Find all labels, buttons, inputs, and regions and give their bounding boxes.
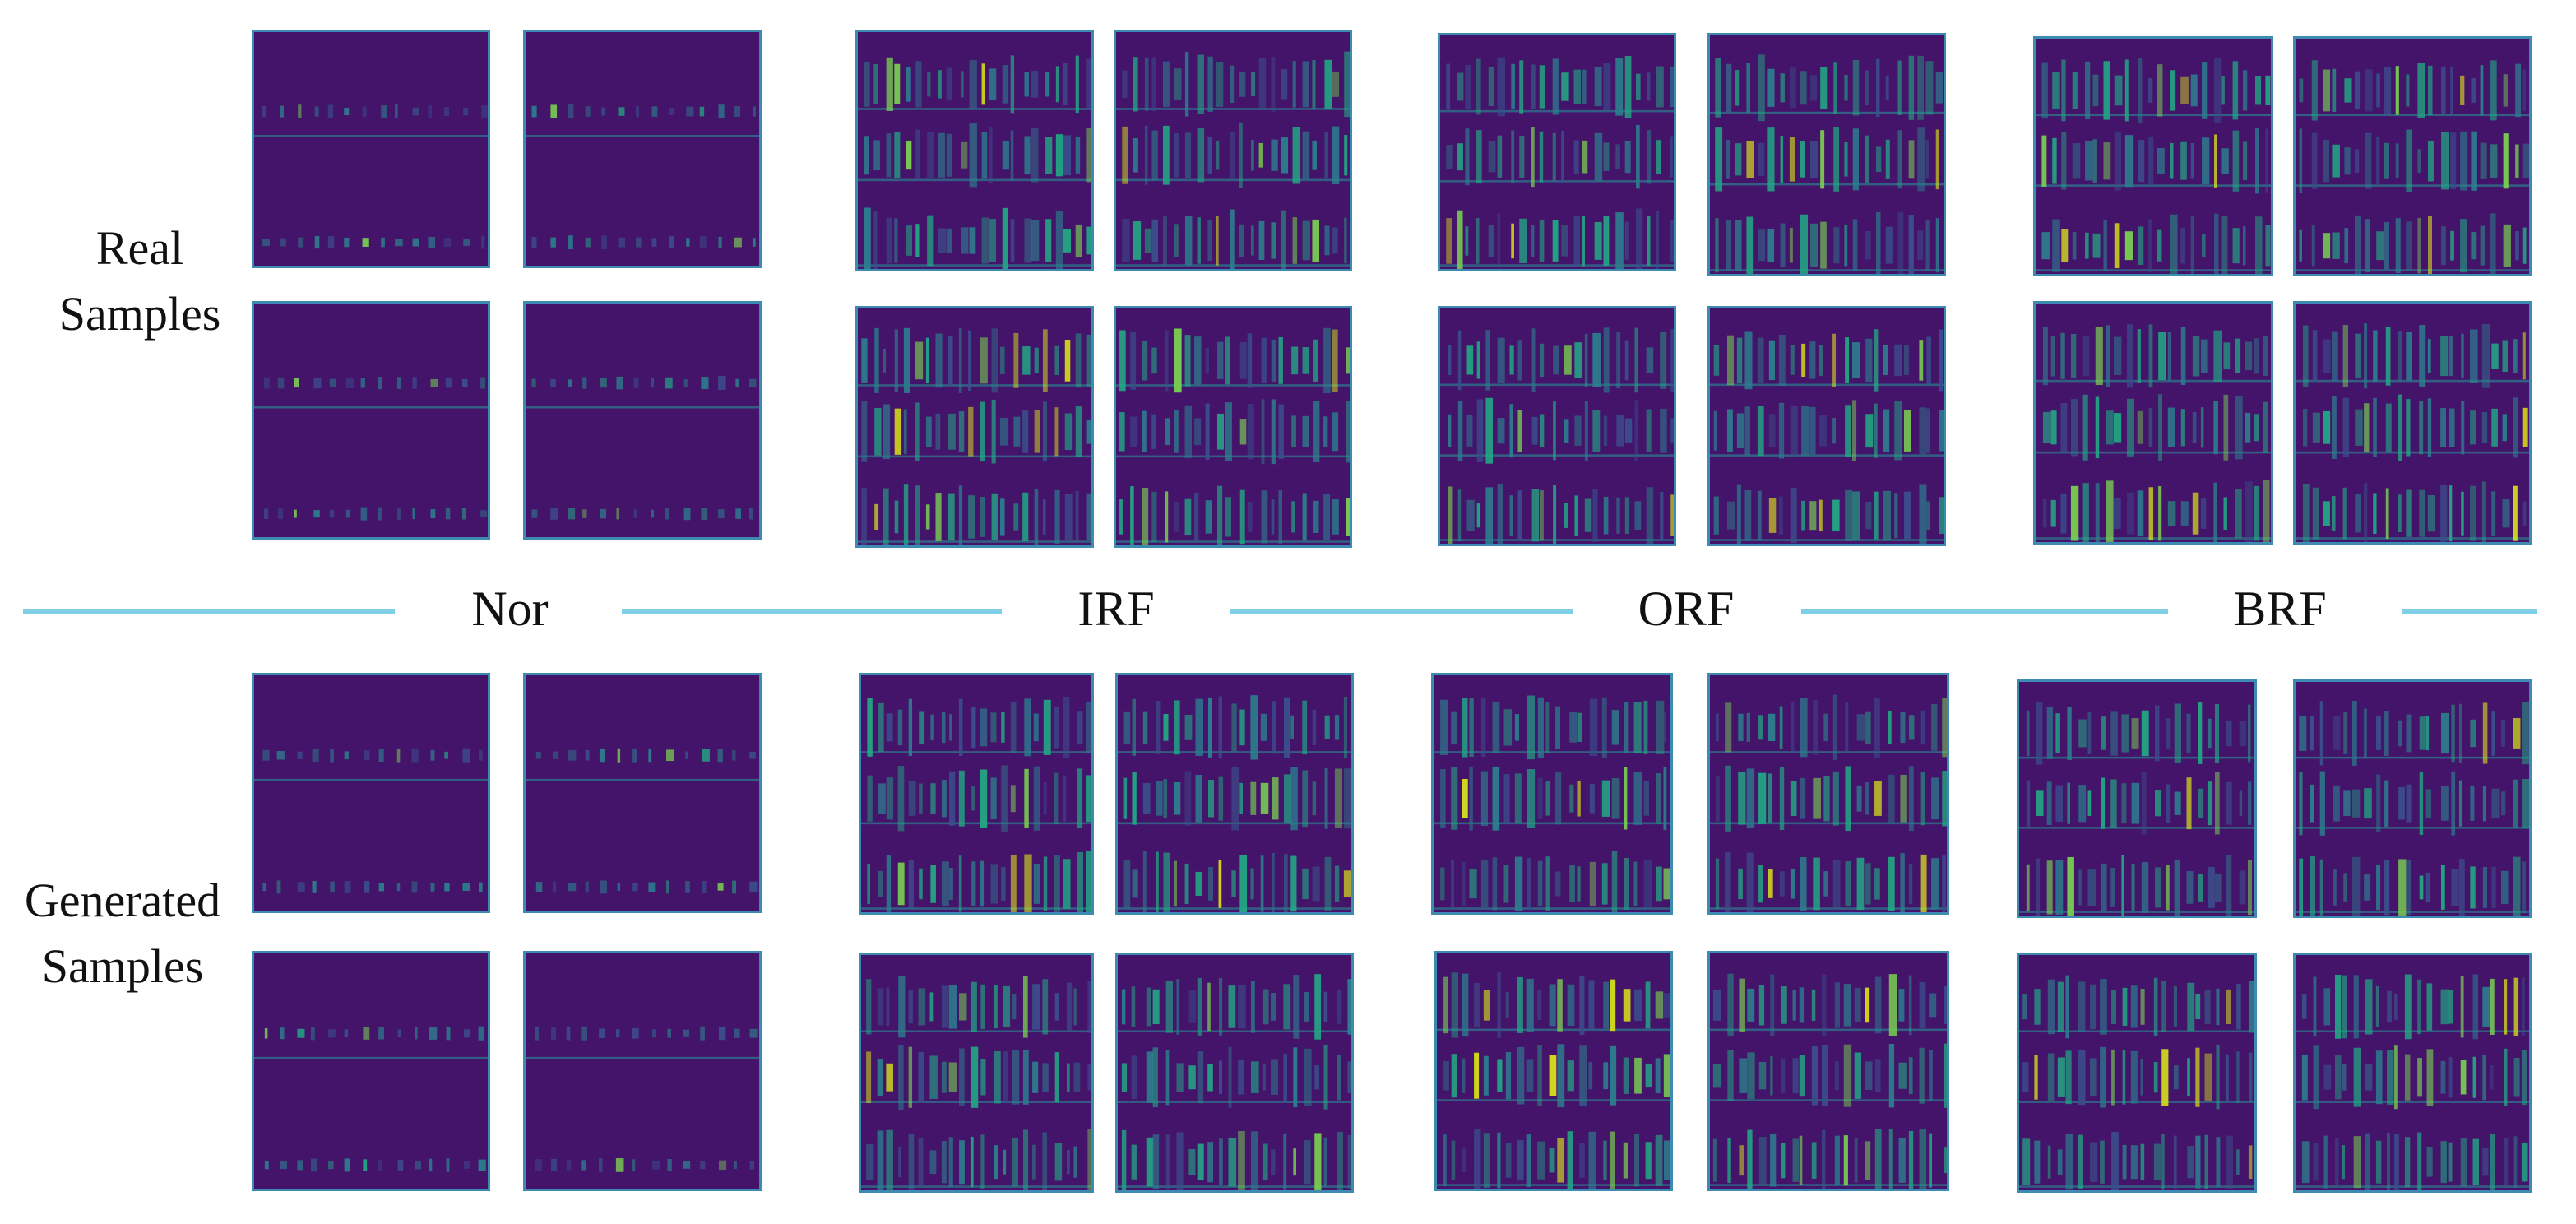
spectrogram-image (526, 376, 759, 521)
spectrogram-orf-gen-4 (1707, 951, 1949, 1191)
spectrogram-image (858, 327, 1091, 545)
spectrogram-image (1116, 51, 1350, 269)
spectrogram-brf-real-1 (2033, 36, 2273, 276)
spectrogram-image (2036, 324, 2271, 542)
spectrogram-nor-real-3 (252, 301, 490, 540)
spectrogram-image (1710, 973, 1947, 1189)
spectrogram-image (1710, 54, 1944, 274)
spectrogram-image (254, 376, 488, 521)
spectrogram-image (2296, 323, 2529, 542)
spectrogram-irf-real-1 (855, 30, 1094, 271)
spectrogram-nor-real-2 (523, 30, 762, 268)
class-label-irf: IRF (1077, 582, 1155, 636)
spectrogram-image (1434, 695, 1670, 912)
spectrogram-image (526, 104, 759, 250)
spectrogram-brf-real-2 (2293, 36, 2532, 276)
class-label-orf: ORF (1638, 582, 1735, 636)
row-label-generated-line1: Generated (24, 874, 221, 927)
spectrogram-orf-gen-3 (1434, 951, 1673, 1191)
spectrogram-irf-gen-3 (859, 953, 1094, 1193)
spectrogram-image (2036, 58, 2271, 274)
spectrogram-image (2296, 60, 2529, 274)
spectrogram-irf-real-4 (1114, 306, 1352, 548)
spectrogram-image (861, 696, 1091, 912)
spectrogram-image (1437, 972, 1670, 1189)
spectrogram-image (254, 748, 488, 894)
spectrogram-image (2296, 974, 2529, 1190)
divider-segment (1230, 609, 1573, 614)
divider-segment (23, 609, 395, 614)
row-label-generated: Generated Samples (3, 868, 242, 999)
spectrogram-brf-gen-1 (2017, 679, 2257, 918)
row-label-real-line2: Samples (58, 287, 221, 341)
spectrogram-image (1440, 55, 1674, 269)
spectrogram-nor-real-1 (252, 30, 490, 268)
spectrogram-brf-gen-4 (2293, 953, 2532, 1193)
spectrogram-image (1118, 974, 1351, 1190)
spectrogram-nor-gen-1 (252, 673, 490, 913)
spectrogram-orf-real-1 (1438, 33, 1676, 271)
spectrogram-orf-real-4 (1707, 306, 1946, 546)
class-label-brf: BRF (2233, 582, 2327, 636)
divider-segment (2402, 609, 2537, 614)
spectrogram-image (254, 1026, 488, 1172)
spectrogram-irf-gen-1 (859, 673, 1094, 915)
spectrogram-image (526, 1026, 759, 1172)
spectrogram-image (1710, 694, 1947, 912)
spectrogram-brf-real-4 (2293, 301, 2532, 545)
spectrogram-image (861, 976, 1091, 1190)
spectrogram-irf-real-2 (1114, 30, 1352, 271)
spectrogram-image (526, 748, 759, 894)
spectrogram-irf-gen-4 (1115, 953, 1354, 1193)
spectrogram-image (1118, 695, 1351, 912)
divider-segment (622, 609, 1002, 614)
spectrogram-nor-real-4 (523, 301, 762, 540)
spectrogram-image (254, 104, 488, 249)
spectrogram-nor-gen-2 (523, 673, 762, 913)
class-label-nor: Nor (471, 582, 549, 636)
spectrogram-irf-real-3 (855, 306, 1094, 548)
spectrogram-image (2296, 701, 2529, 916)
divider-segment (1801, 609, 2168, 614)
spectrogram-brf-gen-3 (2017, 953, 2257, 1193)
spectrogram-irf-gen-2 (1115, 673, 1354, 915)
row-label-real-line1: Real (95, 221, 184, 275)
spectrogram-image (1116, 327, 1350, 545)
spectrogram-nor-gen-3 (252, 951, 490, 1191)
spectrogram-image (2019, 975, 2254, 1190)
spectrogram-nor-gen-4 (523, 951, 762, 1191)
spectrogram-image (1440, 327, 1674, 544)
spectrogram-orf-gen-1 (1431, 673, 1673, 915)
spectrogram-orf-real-2 (1707, 33, 1946, 276)
row-label-real: Real Samples (33, 216, 247, 347)
spectrogram-image (858, 55, 1091, 269)
spectrogram-orf-real-3 (1438, 306, 1676, 546)
spectrogram-brf-real-3 (2033, 301, 2273, 545)
spectrogram-orf-gen-2 (1707, 673, 1949, 915)
spectrogram-image (2019, 702, 2254, 916)
row-label-generated-line2: Samples (41, 939, 204, 993)
spectrogram-brf-gen-2 (2293, 679, 2532, 918)
spectrogram-image (1710, 329, 1944, 544)
